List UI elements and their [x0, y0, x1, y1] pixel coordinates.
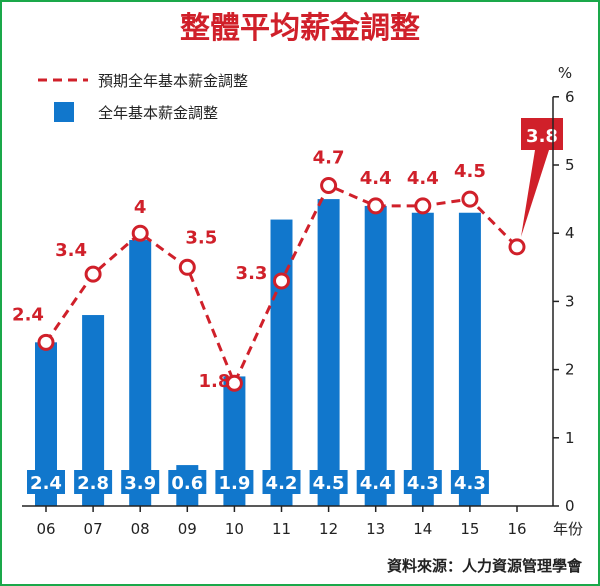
line-label-08: 4 [134, 197, 147, 218]
y-tick-label-2: 2 [565, 361, 575, 379]
line-label-14: 4.4 [407, 168, 439, 189]
y-tick-label-6: 6 [565, 88, 575, 106]
bar-label-15: 4.3 [454, 473, 486, 494]
line-point-14 [414, 197, 432, 215]
bar-label-bg-09 [168, 470, 207, 494]
line-point-10 [225, 374, 243, 392]
bar-label-14: 4.3 [407, 473, 439, 494]
line-label-09: 3.5 [185, 227, 217, 248]
legend-label-actual: 全年基本薪金調整 [98, 104, 218, 122]
line-label-15: 4.5 [454, 161, 486, 182]
bar-label-bg-13 [356, 470, 395, 494]
bar-label-bg-11 [262, 470, 301, 494]
bar-13 [364, 205, 387, 507]
line-label-10: 1.8 [198, 371, 230, 392]
source-note: 資料來源：人力資源管理學會 [387, 557, 583, 575]
y-tick-label-3: 3 [565, 292, 575, 310]
bar-11 [270, 219, 293, 506]
bar-label-bg-10 [215, 470, 254, 494]
bar-label-09: 0.6 [171, 473, 203, 494]
y-tick-label-0: 0 [565, 497, 575, 515]
x-tick-label-08: 08 [131, 520, 150, 538]
line-point-09 [178, 258, 196, 276]
line-point-16 [508, 238, 526, 256]
y-tick-label-4: 4 [565, 224, 575, 242]
bar-15 [458, 212, 481, 507]
x-tick-label-16: 16 [507, 520, 526, 538]
bar-label-12: 4.5 [313, 473, 345, 494]
bar-label-bg-06 [27, 470, 65, 494]
x-tick-label-11: 11 [272, 520, 291, 538]
x-tick-label-10: 10 [225, 520, 244, 538]
x-tick-label-12: 12 [319, 520, 338, 538]
line-point-12 [320, 176, 338, 194]
line-point-13 [367, 197, 385, 215]
chart-title: 整體平均薪金調整 [180, 11, 420, 46]
callout-label: 3.8 [526, 126, 558, 147]
bar-label-bg-08 [121, 470, 160, 494]
bar-14 [411, 212, 434, 507]
x-tick-label-14: 14 [413, 520, 432, 538]
callout-box [521, 118, 563, 150]
line-series: 2.4 3.4 4 3.5 1.8 3.3 4.7 4.4 4.4 4.5 3.8 [12, 118, 563, 392]
line-point-07 [84, 265, 102, 283]
bar-series: 2.4 2.8 3.9 0.6 1.9 4.2 4.5 4.4 4.3 4.3 [27, 199, 489, 507]
line-label-07: 3.4 [55, 240, 87, 261]
bar-08 [129, 240, 152, 506]
x-axis-label: 年份 [553, 520, 583, 538]
x-tick-label-07: 07 [84, 520, 103, 538]
x-tick-label-15: 15 [460, 520, 479, 538]
legend-bar-swatch [54, 102, 74, 122]
bar-label-bg-14 [403, 470, 442, 494]
line-label-06: 2.4 [12, 304, 44, 325]
y-tick-label-5: 5 [565, 156, 575, 174]
bar-06 [35, 342, 57, 506]
callout-pointer [521, 150, 549, 237]
bar-label-08: 3.9 [124, 473, 156, 494]
bar-label-10: 1.9 [218, 473, 250, 494]
bar-label-11: 4.2 [266, 473, 298, 494]
x-tick-label-13: 13 [366, 520, 385, 538]
y-axis-unit: % [558, 64, 572, 82]
bar-label-bg-07 [74, 470, 113, 494]
line-point-11 [273, 272, 290, 290]
line-point-15 [461, 190, 479, 208]
bar-label-bg-15 [450, 470, 489, 494]
bar-label-07: 2.8 [77, 473, 109, 494]
line-label-13: 4.4 [360, 168, 392, 189]
line-point-06 [37, 333, 55, 351]
line-point-08 [131, 224, 149, 242]
bar-label-bg-12 [309, 470, 348, 494]
legend-label-expected: 預期全年基本薪金調整 [98, 72, 248, 90]
bar-12 [317, 199, 340, 506]
bar-label-13: 4.4 [360, 473, 392, 494]
x-tick-label-09: 09 [178, 520, 197, 538]
legend: 預期全年基本薪金調整 全年基本薪金調整 [38, 72, 248, 122]
x-tick-label-06: 06 [36, 520, 55, 538]
line-label-11: 3.3 [236, 263, 268, 284]
y-tick-label-1: 1 [565, 429, 575, 447]
bar-07 [82, 315, 105, 506]
bar-label-06: 2.4 [30, 473, 62, 494]
line-label-12: 4.7 [313, 147, 345, 168]
